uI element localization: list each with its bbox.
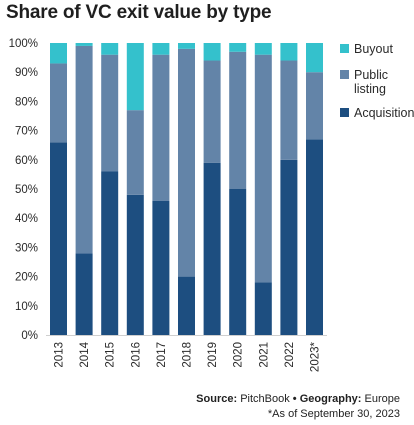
bar-buyout — [203, 43, 221, 61]
legend-label-acquisition: Acquisition — [354, 106, 414, 120]
bar-public-listing — [101, 54, 119, 172]
bar-public-listing — [178, 48, 195, 277]
bar-buyout — [75, 43, 93, 46]
bar-public-listing — [254, 54, 272, 283]
source-value: PitchBook — [240, 393, 290, 405]
y-tick-label: 50% — [15, 184, 38, 196]
geography-label: Geography: — [299, 393, 362, 405]
bar-buyout — [280, 43, 298, 61]
bar-public-listing — [126, 110, 144, 195]
bar-acquisition — [75, 253, 93, 335]
x-tick-label: 2017 — [156, 342, 168, 368]
bar-buyout — [101, 43, 119, 55]
x-tick-label: 2020 — [233, 342, 245, 368]
bar-public-listing — [152, 54, 170, 201]
x-tick-label: 2016 — [130, 342, 142, 368]
source-line: Source: PitchBook • Geography: Europe — [196, 393, 400, 405]
bar-acquisition — [203, 162, 221, 335]
y-tick-label: 0% — [21, 330, 38, 342]
bar-acquisition — [306, 139, 323, 335]
y-tick-label: 10% — [15, 301, 38, 313]
legend-label-public-listing: Public listing — [354, 68, 388, 96]
bar-public-listing — [306, 72, 323, 140]
legend-label-buyout: Buyout — [354, 42, 393, 56]
y-tick-label: 40% — [15, 213, 38, 225]
x-tick-label: 2019 — [207, 342, 219, 368]
bar-acquisition — [126, 194, 144, 335]
y-tick-label: 80% — [15, 96, 38, 108]
bar-buyout — [306, 43, 323, 73]
chart-title: Share of VC exit value by type — [6, 2, 272, 23]
x-tick-label: 2015 — [105, 342, 117, 368]
bar-buyout — [126, 43, 144, 111]
y-tick-label: 100% — [9, 38, 38, 50]
geography-value: Europe — [364, 393, 400, 405]
bar-acquisition — [152, 200, 170, 335]
bar-acquisition — [50, 142, 67, 335]
x-tick-label: 2023* — [310, 341, 322, 372]
y-tick-label: 30% — [15, 242, 38, 254]
bar-acquisition — [101, 171, 119, 335]
bar-buyout — [229, 43, 247, 52]
bar-public-listing — [75, 45, 93, 254]
x-tick-label: 2022 — [284, 342, 296, 368]
y-tick-label: 20% — [15, 272, 38, 284]
source-label: Source: — [196, 393, 238, 405]
footnote: *As of September 30, 2023 — [267, 408, 400, 420]
legend-swatch-acquisition — [340, 108, 349, 117]
bar-acquisition — [280, 159, 298, 335]
bar-buyout — [178, 43, 195, 49]
bar-public-listing — [50, 63, 67, 143]
y-tick-label: 90% — [15, 67, 38, 79]
bar-acquisition — [229, 189, 247, 335]
x-tick-label: 2018 — [182, 342, 194, 368]
bar-buyout — [254, 43, 272, 55]
bar-acquisition — [178, 276, 195, 335]
bar-public-listing — [229, 51, 247, 190]
bar-buyout — [50, 43, 67, 64]
x-tick-label: 2013 — [54, 342, 66, 368]
source-separator: • — [292, 393, 297, 405]
bar-acquisition — [254, 282, 272, 335]
x-tick-label: 2021 — [258, 342, 270, 368]
bar-public-listing — [280, 60, 298, 160]
bar-public-listing — [203, 60, 221, 163]
y-tick-label: 60% — [15, 155, 38, 167]
y-tick-label: 70% — [15, 126, 38, 138]
bar-buyout — [152, 43, 170, 55]
legend-swatch-buyout — [340, 44, 349, 53]
x-tick-label: 2014 — [79, 341, 91, 367]
legend-swatch-public-listing — [340, 70, 349, 79]
